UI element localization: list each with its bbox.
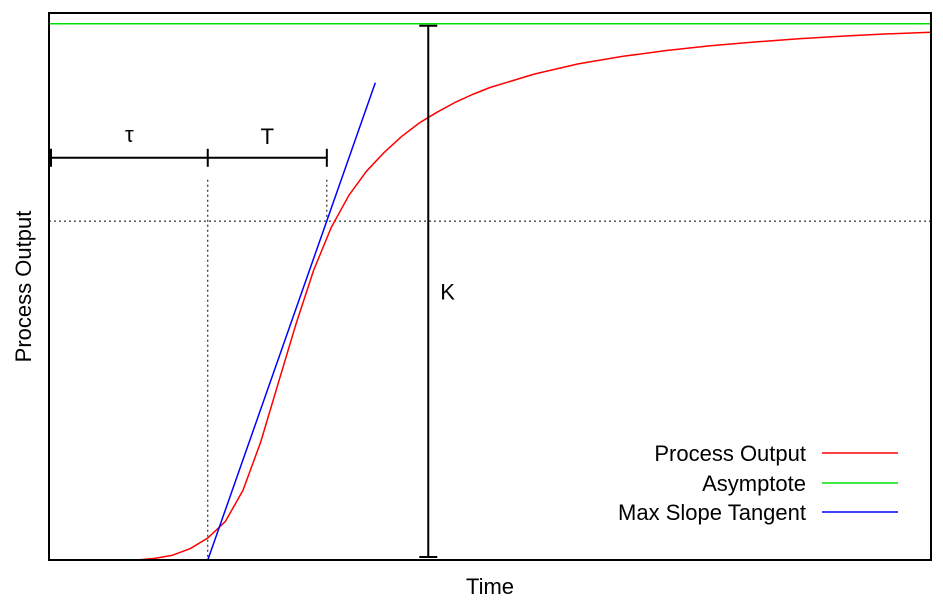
t-label: T xyxy=(261,124,274,149)
tau-label: τ xyxy=(125,122,134,147)
y-axis-label: Process Output xyxy=(11,211,36,363)
series-layer xyxy=(49,22,932,561)
max-slope-tangent-line xyxy=(207,82,377,561)
k-label: K xyxy=(440,279,455,304)
legend-entry-process-output: Process Output xyxy=(654,441,806,466)
legend: Process Output Asymptote Max Slope Tange… xyxy=(618,441,898,525)
legend-entry-asymptote: Asymptote xyxy=(702,471,806,496)
legend-entry-max-slope-tangent: Max Slope Tangent xyxy=(618,500,806,525)
x-axis-label: Time xyxy=(466,574,514,599)
process-output-line xyxy=(137,31,932,561)
annotations xyxy=(50,24,438,558)
plot-frame xyxy=(48,12,932,561)
guide-lines xyxy=(49,179,931,560)
